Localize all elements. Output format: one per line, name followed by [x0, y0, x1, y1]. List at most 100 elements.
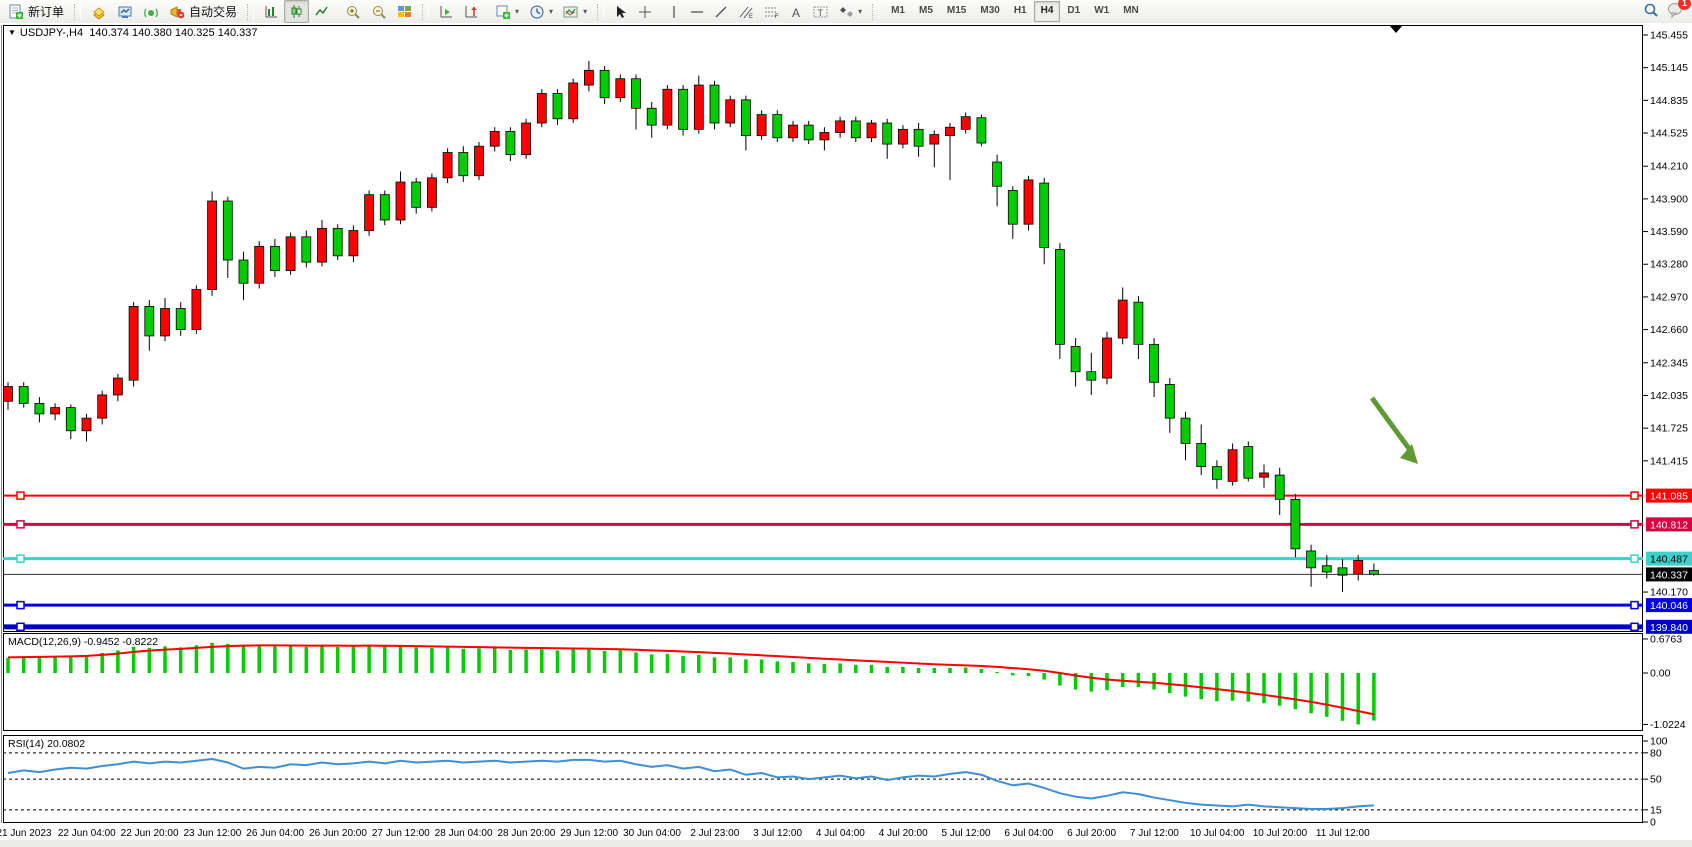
- zoom-out-button[interactable]: [366, 0, 392, 23]
- trendline-button[interactable]: [709, 0, 733, 23]
- candle: [34, 402, 45, 415]
- macd-signal-line: [7, 644, 1375, 716]
- timeframe-m15-button[interactable]: M15: [946, 5, 967, 16]
- candle: [584, 69, 594, 86]
- macd-axis-label: -1.0224: [1650, 719, 1686, 731]
- equidistant-channel-button[interactable]: E: [733, 0, 759, 23]
- zoom-in-icon: [345, 4, 361, 20]
- price-tick-label: 142.660: [1650, 324, 1688, 336]
- candle: [1180, 417, 1191, 444]
- candle: [442, 152, 453, 179]
- panel-frame: [3, 25, 1643, 632]
- candle: [1369, 570, 1379, 575]
- candle: [1007, 190, 1018, 225]
- timeframe-h4-button[interactable]: H4: [1033, 1, 1061, 22]
- text-label-button[interactable]: T: [808, 0, 834, 23]
- line-chart-button[interactable]: [309, 0, 334, 23]
- text-icon: A: [790, 5, 803, 19]
- svg-text:T: T: [818, 8, 824, 18]
- candle: [1353, 560, 1364, 575]
- candle: [395, 181, 406, 221]
- toolbar-separator: [247, 3, 255, 20]
- chart-dropdown-icon[interactable]: ▼: [8, 28, 16, 37]
- notifications-button[interactable]: 1: [1667, 0, 1691, 21]
- candle: [631, 78, 641, 109]
- new-order-icon: [8, 4, 24, 20]
- fibonacci-button[interactable]: F: [759, 0, 785, 23]
- time-axis-label: 26 Jun 04:00: [246, 828, 304, 839]
- zoom-in-button[interactable]: [340, 0, 366, 23]
- candle: [285, 236, 296, 271]
- bar-chart-button[interactable]: [259, 0, 284, 23]
- candle: [207, 200, 218, 290]
- line-anchor-handle[interactable]: [1630, 554, 1639, 563]
- price-tick-label: 144.210: [1650, 161, 1688, 173]
- tile-windows-button[interactable]: [392, 0, 417, 23]
- signal-icon: [143, 4, 159, 20]
- candle: [835, 120, 845, 133]
- line-anchor-handle[interactable]: [1630, 622, 1639, 632]
- candle: [411, 181, 422, 208]
- price-level-tag-label: 140.487: [1650, 554, 1688, 566]
- vertical-line-button[interactable]: [663, 0, 685, 23]
- line-anchor-handle[interactable]: [16, 600, 25, 610]
- auto-scroll-button[interactable]: [434, 0, 459, 23]
- horizontal-line-button[interactable]: [685, 0, 709, 23]
- line-anchor-handle[interactable]: [1630, 520, 1639, 529]
- signal-button[interactable]: [138, 0, 164, 23]
- search-button[interactable]: [1643, 2, 1659, 21]
- timeframe-h1-button[interactable]: H1: [1013, 5, 1027, 16]
- arrow-annotation-head[interactable]: [1400, 444, 1418, 464]
- chart-shift-marker[interactable]: [1390, 26, 1402, 33]
- candle: [882, 122, 893, 145]
- candle: [1117, 299, 1128, 339]
- auto-trading-button[interactable]: 自动交易: [164, 0, 242, 23]
- line-anchor-handle[interactable]: [1630, 600, 1639, 610]
- periods-button[interactable]: ▾: [524, 0, 558, 23]
- timeframe-mn-button[interactable]: MN: [1123, 5, 1139, 16]
- gold-box-button[interactable]: [86, 0, 112, 23]
- ohlc-close: 140.337: [217, 27, 258, 39]
- candle: [960, 116, 971, 130]
- chart-canvas[interactable]: 145.455 145.145 144.835 144.525 144.210 143.9…: [0, 23, 1692, 847]
- time-axis-label: 3 Jul 12:00: [753, 828, 802, 839]
- indicators-button[interactable]: ▾: [558, 0, 592, 23]
- time-axis-label: 28 Jun 04:00: [435, 828, 493, 839]
- candle: [678, 88, 688, 130]
- timeframe-m5-button[interactable]: M5: [919, 5, 933, 16]
- candle: [505, 131, 516, 156]
- candle: [819, 132, 830, 141]
- macd-main-value: -0.9452: [83, 636, 120, 648]
- candlestick-chart-button[interactable]: [284, 0, 310, 23]
- candle: [1133, 301, 1144, 345]
- candle: [521, 122, 531, 156]
- candle: [709, 84, 720, 124]
- panel-frame: [3, 633, 1643, 731]
- timeframe-m1-button[interactable]: M1: [891, 5, 905, 16]
- cursor-button[interactable]: [609, 0, 633, 23]
- candle: [615, 78, 626, 99]
- shapes-button[interactable]: ▾: [834, 0, 867, 23]
- candle: [725, 99, 736, 124]
- vertical-line-icon: [668, 5, 680, 19]
- line-anchor-handle[interactable]: [1630, 491, 1639, 500]
- timeframe-w1-button[interactable]: W1: [1094, 5, 1110, 16]
- chart-shift-button[interactable]: [459, 0, 484, 23]
- timeframe-d1-button[interactable]: D1: [1067, 5, 1081, 16]
- price-level-tag: [1646, 488, 1692, 503]
- timeframe-m30-button[interactable]: M30: [980, 5, 1000, 16]
- line-anchor-handle[interactable]: [16, 554, 25, 563]
- text-button[interactable]: A: [785, 0, 808, 23]
- new-chart-button[interactable]: ▾: [490, 0, 524, 23]
- line-anchor-handle[interactable]: [16, 622, 25, 632]
- time-axis-label: 10 Jul 04:00: [1190, 828, 1245, 839]
- line-anchor-handle[interactable]: [16, 491, 25, 500]
- arrow-annotation[interactable]: [1369, 396, 1413, 452]
- price-tick-label: 143.590: [1650, 226, 1688, 238]
- new-order-button[interactable]: 新订单: [3, 0, 69, 23]
- price-level-tag: [1646, 517, 1692, 532]
- monitor-chart-button[interactable]: [112, 0, 138, 23]
- crosshair-button[interactable]: [633, 0, 657, 23]
- candle: [128, 306, 139, 381]
- line-anchor-handle[interactable]: [16, 520, 25, 529]
